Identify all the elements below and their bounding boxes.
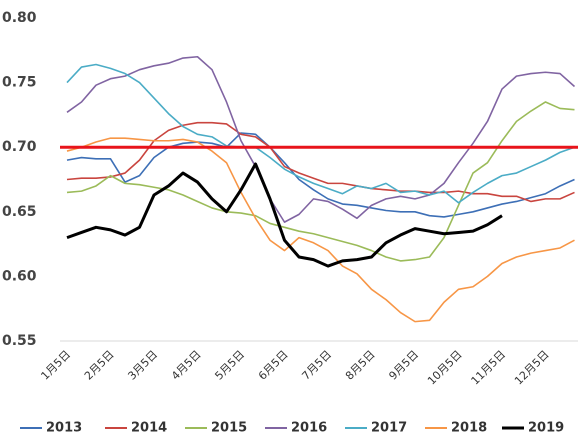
x-tick-label: 3月5日 xyxy=(125,348,160,383)
x-tick-label: 2月5日 xyxy=(82,348,117,383)
x-tick-label: 1月5日 xyxy=(38,348,73,383)
legend-label: 2015 xyxy=(211,421,247,436)
series-line xyxy=(66,132,575,218)
legend-label: 2014 xyxy=(131,421,167,436)
x-tick-label: 10月5日 xyxy=(425,348,465,388)
legend-label: 2016 xyxy=(291,421,327,436)
series-line xyxy=(66,162,503,268)
y-tick-label: 0.75 xyxy=(2,75,37,91)
x-tick-label: 6月5日 xyxy=(256,348,291,383)
legend-label: 2013 xyxy=(46,421,82,436)
legend-label: 2017 xyxy=(371,421,407,436)
series-line xyxy=(66,55,576,223)
series-line xyxy=(66,121,575,203)
x-tick-label: 7月5日 xyxy=(299,348,334,383)
x-tick-label: 4月5日 xyxy=(169,348,204,383)
y-tick-label: 0.80 xyxy=(2,10,37,26)
series-line xyxy=(66,63,575,204)
x-tick-label: 8月5日 xyxy=(343,348,378,383)
series-line xyxy=(66,137,575,323)
x-tick-label: 11月5日 xyxy=(469,348,509,388)
y-tick-label: 0.55 xyxy=(2,333,37,349)
y-tick-label: 0.65 xyxy=(2,204,37,220)
legend-label: 2019 xyxy=(528,421,564,436)
y-tick-label: 0.60 xyxy=(2,268,37,284)
x-tick-label: 5月5日 xyxy=(212,348,247,383)
x-tick-label: 12月5日 xyxy=(512,348,552,388)
y-tick-label: 0.70 xyxy=(2,139,37,155)
x-tick-label: 9月5日 xyxy=(386,348,421,383)
series-line xyxy=(66,101,575,262)
legend-label: 2018 xyxy=(451,421,487,436)
